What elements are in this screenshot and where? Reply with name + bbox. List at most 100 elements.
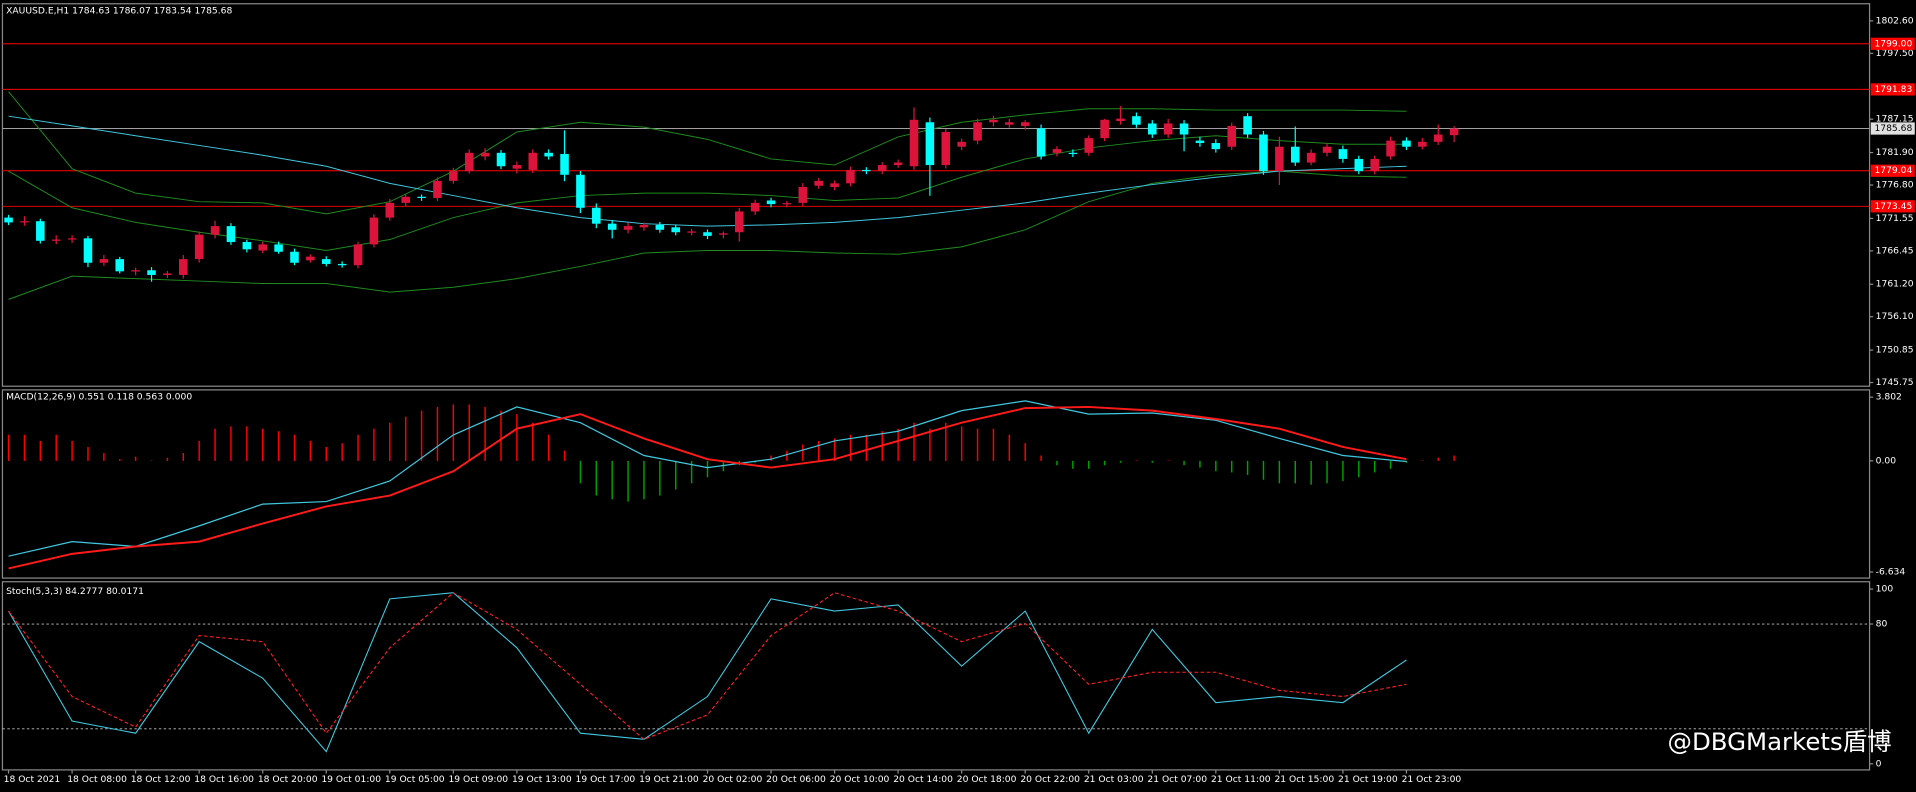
histogram-bar [7, 434, 10, 461]
y-tick-label: 1781.90 [1876, 147, 1914, 158]
candle-body [671, 227, 681, 233]
candle-body [401, 196, 410, 203]
candle-body [1306, 152, 1316, 163]
candle-body [814, 180, 823, 186]
candle-body [830, 183, 839, 187]
candle-body [1163, 123, 1173, 135]
histogram-bar [865, 434, 868, 461]
x-tick-label: 20 Oct 22:00 [1020, 774, 1080, 785]
histogram-bar [55, 434, 57, 461]
y-tick-label: 1771.55 [1876, 213, 1914, 224]
candle-body [306, 256, 315, 261]
x-tick-label: 20 Oct 06:00 [766, 774, 826, 785]
histogram-bar [1389, 460, 1392, 469]
histogram-bar [452, 404, 455, 461]
candle-body [369, 217, 379, 245]
candle-body [464, 152, 474, 172]
candle-body [1370, 158, 1379, 172]
macd-panel-title: MACD(12,26,9) 0.551 0.118 0.563 0.000 [6, 392, 192, 403]
level-label: 1779.04 [1874, 165, 1912, 176]
candle-body [67, 238, 77, 240]
histogram-bar [182, 452, 185, 461]
overlay-line [8, 135, 1407, 252]
candle-body [51, 239, 61, 241]
histogram-bar [786, 450, 788, 461]
histogram-bar [214, 428, 216, 461]
candle-body [1243, 116, 1252, 135]
histogram-bar [1183, 460, 1185, 466]
candle-body [433, 180, 442, 198]
candle-body [1148, 123, 1157, 135]
x-tick-label: 19 Oct 13:00 [512, 774, 572, 785]
candle-body [1179, 123, 1189, 135]
x-tick-label: 19 Oct 17:00 [576, 774, 636, 785]
overlay-line [8, 91, 1407, 215]
candle-body [798, 186, 808, 203]
histogram-bar [1342, 460, 1344, 481]
histogram-bar [960, 426, 963, 461]
candle-body [496, 152, 506, 167]
candle-body [909, 119, 919, 167]
candle-body [750, 202, 760, 212]
candle-body [1418, 141, 1427, 147]
histogram-bar [1358, 460, 1360, 478]
histogram-bar [1215, 460, 1217, 472]
histogram-bar [1119, 460, 1122, 463]
candle-body [194, 234, 204, 260]
histogram-bar [261, 428, 264, 461]
histogram-bar [802, 444, 804, 461]
level-label: 1799.00 [1874, 38, 1912, 49]
histogram-bar [817, 440, 820, 461]
candle-body [1275, 146, 1284, 172]
histogram-bar [420, 410, 423, 461]
x-tick-label: 20 Oct 14:00 [893, 774, 953, 785]
histogram-bar [1024, 443, 1026, 461]
histogram-bar [373, 428, 375, 461]
histogram-bar [1199, 460, 1201, 468]
candle-body [687, 231, 696, 233]
histogram-bar [913, 422, 915, 461]
last-price-box [1870, 122, 1915, 135]
histogram-bar [674, 460, 677, 490]
histogram-bar [1072, 460, 1074, 469]
price-panel-frame [1, 3, 1871, 387]
x-tick-label: 18 Oct 08:00 [67, 774, 127, 785]
level-label-box [1870, 37, 1915, 50]
histogram-bar [1405, 460, 1408, 463]
x-tick-label: 20 Oct 18:00 [957, 774, 1017, 785]
histogram-bar [1246, 460, 1249, 475]
x-tick-label: 19 Oct 21:00 [639, 774, 699, 785]
y-tick-label: 1761.20 [1876, 279, 1914, 290]
histogram-bar [23, 434, 26, 461]
histogram-bar [627, 460, 629, 502]
histogram-bar [309, 440, 312, 461]
histogram-bar [71, 440, 73, 461]
histogram-bar [103, 452, 105, 461]
candle-body [1052, 149, 1062, 153]
candle-body [321, 259, 331, 264]
histogram-bar [166, 457, 169, 461]
candle-body [1100, 119, 1109, 139]
histogram-bar [563, 450, 566, 461]
histogram-bar [325, 446, 327, 461]
histogram-bar [897, 428, 899, 461]
x-tick-label: 21 Oct 15:00 [1274, 774, 1334, 785]
stoch-panel-frame [1, 581, 1871, 771]
candle-body [226, 226, 236, 243]
candle-body [925, 122, 935, 166]
histogram-bar [849, 434, 852, 461]
candle-body [290, 251, 299, 263]
candle-body [480, 152, 490, 157]
histogram-bar [929, 428, 931, 461]
histogram-bar [119, 459, 121, 461]
candle-body [607, 223, 617, 230]
histogram-bar [945, 422, 947, 461]
x-tick-label: 18 Oct 2021 [4, 774, 61, 785]
macd-panel-frame [1, 389, 1871, 579]
histogram-bar [87, 446, 89, 461]
level-label: 1773.45 [1874, 201, 1912, 212]
candle-body [846, 169, 855, 184]
histogram-bar [690, 460, 693, 484]
candle-body [20, 221, 29, 223]
